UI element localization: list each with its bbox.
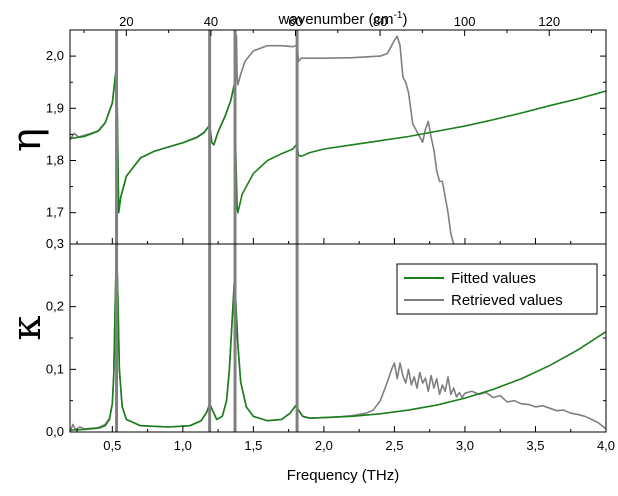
- legend-label-retrieved: Retrieved values: [451, 292, 563, 309]
- kappa-axis-label: κ: [4, 316, 50, 341]
- top-x-tick-label: 60: [288, 14, 302, 29]
- series-layer: [70, 34, 606, 432]
- x-tick-label: 2,5: [385, 438, 403, 453]
- panel-frame-eta: [69, 29, 607, 245]
- x-tick-label: 0,5: [103, 438, 121, 453]
- kappa-ytick-label: 0,0: [46, 424, 64, 439]
- x-top-axis-title: wavenumber (cm-1): [278, 10, 408, 28]
- x-tick-label: 1,5: [244, 438, 262, 453]
- eta-ytick-label: 1,8: [46, 152, 64, 167]
- x-tick-label: 2,0: [315, 438, 333, 453]
- x-tick-label: 4,0: [597, 438, 615, 453]
- kappa-ytick-label: 0,3: [46, 236, 64, 251]
- x-tick-label: 3,0: [456, 438, 474, 453]
- x-tick-label: 3,5: [526, 438, 544, 453]
- eta-ytick-label: 2,0: [46, 48, 64, 63]
- eta-axis-label: η: [4, 128, 50, 152]
- labels-layer: 1,7 1,8 1,9 2,0 0,0 0,1 0,2 0,3 0,5 1,0 1,5 2,0 2,5 3…: [46, 14, 615, 453]
- top-x-tick-label: 120: [538, 14, 560, 29]
- kappa-series-fitted-values: [70, 244, 606, 431]
- x-axis-title: Frequency (THz): [287, 467, 400, 484]
- top-x-tick-label: 40: [204, 14, 218, 29]
- eta-series-retrieved-values: [70, 34, 455, 244]
- x-tick-label: 1,0: [174, 438, 192, 453]
- ticks-layer: [70, 30, 607, 433]
- top-x-tick-label: 20: [119, 14, 133, 29]
- legend-label-fitted: Fitted values: [451, 270, 536, 287]
- kappa-ytick-label: 0,1: [46, 361, 64, 376]
- vertical-lines-layer: [115, 30, 299, 432]
- eta-ytick-label: 1,9: [46, 100, 64, 115]
- panel-frames-layer: [69, 29, 607, 433]
- eta-series-fitted-values: [70, 65, 606, 214]
- legend: Fitted values Retrieved values: [396, 263, 598, 315]
- legend-box: [396, 263, 598, 315]
- top-x-tick-label: 80: [373, 14, 387, 29]
- top-x-tick-label: 100: [454, 14, 476, 29]
- eta-ytick-label: 1,7: [46, 205, 64, 220]
- kappa-ytick-label: 0,2: [46, 299, 64, 314]
